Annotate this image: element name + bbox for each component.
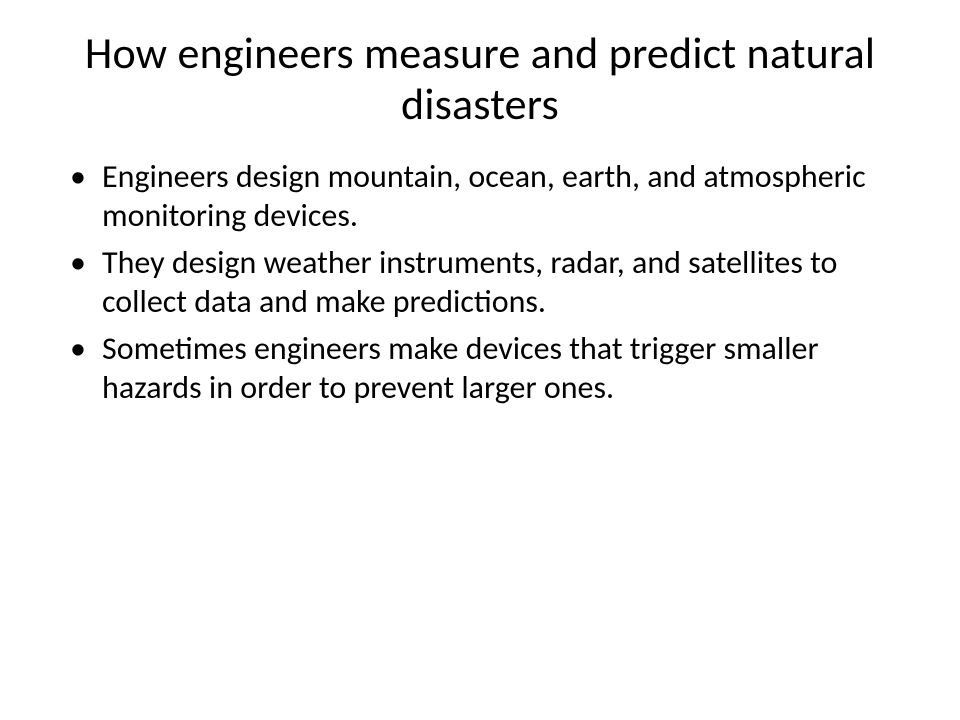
bullet-item: Engineers design mountain, ocean, earth,… (70, 157, 910, 235)
bullet-item: Sometimes engineers make devices that tr… (70, 329, 910, 407)
slide: How engineers measure and predict natura… (0, 0, 960, 720)
bullet-item: They design weather instruments, radar, … (70, 243, 910, 321)
slide-title: How engineers measure and predict natura… (50, 28, 910, 129)
bullet-list: Engineers design mountain, ocean, earth,… (70, 157, 910, 407)
